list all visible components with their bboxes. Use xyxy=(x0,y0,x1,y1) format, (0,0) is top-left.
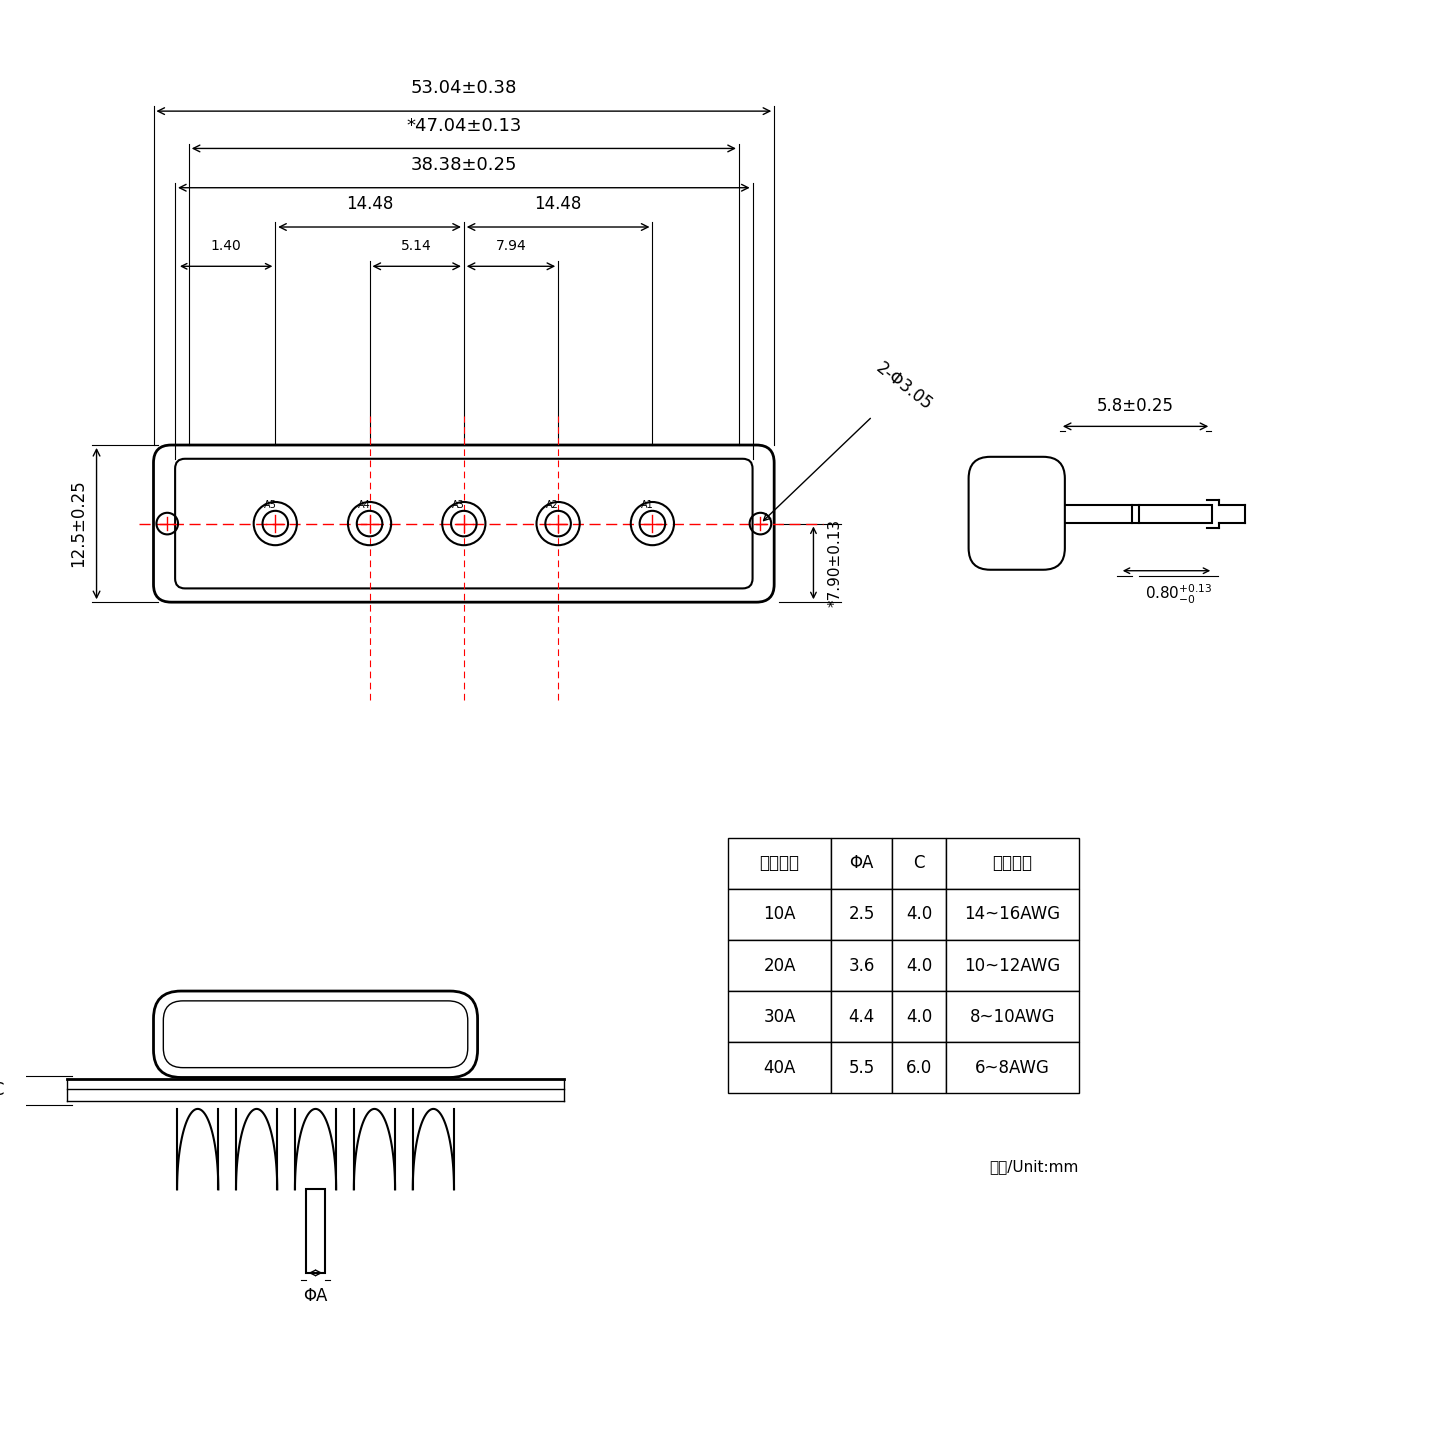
Bar xyxy=(946,1043,1079,1093)
Bar xyxy=(729,940,831,991)
Bar xyxy=(831,940,891,991)
Text: C: C xyxy=(913,854,924,873)
Text: 5.14: 5.14 xyxy=(402,239,432,252)
Text: 10A: 10A xyxy=(763,906,796,923)
Text: 4.0: 4.0 xyxy=(906,906,932,923)
Bar xyxy=(729,888,831,940)
Bar xyxy=(305,1189,325,1273)
Text: 8~10AWG: 8~10AWG xyxy=(969,1008,1056,1025)
Bar xyxy=(891,991,946,1043)
Text: $0.80^{+0.13}_{-0}$: $0.80^{+0.13}_{-0}$ xyxy=(1145,583,1212,606)
Bar xyxy=(891,940,946,991)
Text: C: C xyxy=(0,1081,4,1099)
Text: 线材规格: 线材规格 xyxy=(992,854,1032,873)
Bar xyxy=(946,888,1079,940)
Bar xyxy=(729,1043,831,1093)
Text: A3: A3 xyxy=(452,500,465,510)
Text: 3.6: 3.6 xyxy=(848,956,874,975)
Bar xyxy=(729,838,831,888)
Text: 单位/Unit:mm: 单位/Unit:mm xyxy=(989,1159,1079,1174)
Bar xyxy=(1060,505,1212,523)
FancyBboxPatch shape xyxy=(154,445,775,602)
Text: 7.94: 7.94 xyxy=(495,239,527,252)
Text: *47.04±0.13: *47.04±0.13 xyxy=(406,117,521,135)
Text: ΦA: ΦA xyxy=(850,854,874,873)
Text: 5.8±0.25: 5.8±0.25 xyxy=(1097,396,1174,415)
Text: Lightanu: Lightanu xyxy=(228,1031,462,1076)
FancyBboxPatch shape xyxy=(969,456,1064,570)
Bar xyxy=(891,838,946,888)
Bar xyxy=(831,1043,891,1093)
Bar xyxy=(831,888,891,940)
Text: A4: A4 xyxy=(357,500,370,510)
Text: A1: A1 xyxy=(641,500,654,510)
Text: 10~12AWG: 10~12AWG xyxy=(965,956,1060,975)
Text: Lightanu: Lightanu xyxy=(325,497,602,550)
Text: 5.5: 5.5 xyxy=(848,1058,874,1077)
Bar xyxy=(946,838,1079,888)
FancyBboxPatch shape xyxy=(154,991,478,1077)
Text: 6~8AWG: 6~8AWG xyxy=(975,1058,1050,1077)
Text: 30A: 30A xyxy=(763,1008,796,1025)
Bar xyxy=(946,940,1079,991)
Text: 20A: 20A xyxy=(763,956,796,975)
Text: 1.40: 1.40 xyxy=(210,239,242,252)
Text: *7.90±0.13: *7.90±0.13 xyxy=(827,518,842,606)
Bar xyxy=(729,991,831,1043)
Bar xyxy=(831,838,891,888)
Text: 14.48: 14.48 xyxy=(346,196,393,213)
FancyBboxPatch shape xyxy=(163,1001,468,1067)
Text: 4.4: 4.4 xyxy=(848,1008,874,1025)
Text: 4.0: 4.0 xyxy=(906,1008,932,1025)
Text: 38.38±0.25: 38.38±0.25 xyxy=(410,156,517,174)
Text: 14~16AWG: 14~16AWG xyxy=(965,906,1060,923)
Text: 14.48: 14.48 xyxy=(534,196,582,213)
Text: 12.5±0.25: 12.5±0.25 xyxy=(69,480,86,567)
Text: 2.5: 2.5 xyxy=(848,906,874,923)
Text: ΦA: ΦA xyxy=(304,1287,328,1305)
Text: A5: A5 xyxy=(264,500,276,510)
Text: A2: A2 xyxy=(546,500,559,510)
Text: 53.04±0.38: 53.04±0.38 xyxy=(410,79,517,98)
Bar xyxy=(891,1043,946,1093)
Text: 40A: 40A xyxy=(763,1058,796,1077)
Text: 4.0: 4.0 xyxy=(906,956,932,975)
Text: 2-Φ3.05: 2-Φ3.05 xyxy=(763,359,936,521)
Text: 6.0: 6.0 xyxy=(906,1058,932,1077)
Bar xyxy=(946,991,1079,1043)
Bar xyxy=(891,888,946,940)
FancyBboxPatch shape xyxy=(176,459,753,589)
Bar xyxy=(831,991,891,1043)
Text: 额定电流: 额定电流 xyxy=(759,854,799,873)
